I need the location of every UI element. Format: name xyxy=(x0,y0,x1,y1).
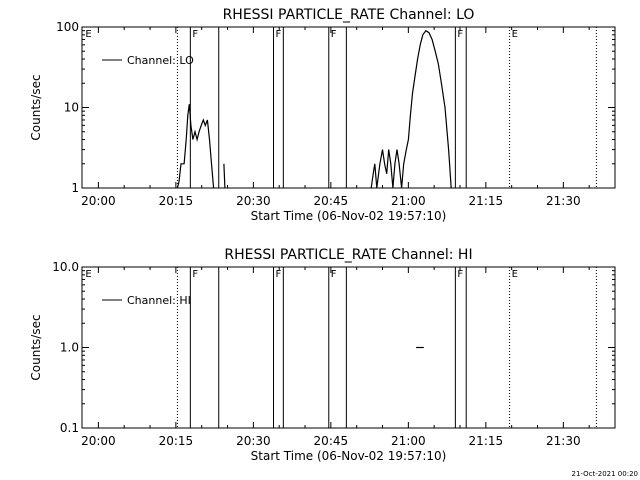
event-marker-label: E xyxy=(512,29,518,40)
y-tick-label: 1 xyxy=(71,181,79,195)
x-tick-label: 20:30 xyxy=(236,194,271,208)
x-tick-label: 21:00 xyxy=(391,434,426,448)
x-tick-label: 21:30 xyxy=(546,194,581,208)
chart-title: RHESSI PARTICLE_RATE Channel: HI xyxy=(224,247,472,263)
x-tick-label: 20:15 xyxy=(159,434,194,448)
x-tick-label: 20:00 xyxy=(81,194,116,208)
y-tick-label: 1.0 xyxy=(60,341,79,355)
footer-timestamp: 21-Oct-2021 00:20 xyxy=(572,470,638,478)
legend-label: Channel: LO xyxy=(127,54,194,67)
chart-title: RHESSI PARTICLE_RATE Channel: LO xyxy=(223,7,475,23)
plot-frame xyxy=(81,266,616,429)
y-tick-label: 0.1 xyxy=(60,421,79,435)
plot-frame xyxy=(81,26,616,189)
event-marker-label: F xyxy=(192,269,198,280)
y-tick-label: 10 xyxy=(64,101,79,115)
event-marker-label: E xyxy=(85,269,91,280)
x-tick-label: 21:15 xyxy=(469,194,504,208)
panel-hi: RHESSI PARTICLE_RATE Channel: HI 20:00 20:… xyxy=(29,247,616,463)
legend-label: Channel: HI xyxy=(127,294,191,307)
y-axis-label: Counts/sec xyxy=(29,74,43,140)
event-marker-label: F xyxy=(276,269,282,280)
x-tick-label: 21:00 xyxy=(391,194,426,208)
x-tick-label: 20:45 xyxy=(314,194,349,208)
y-axis-label: Counts/sec xyxy=(29,314,43,380)
x-tick-label: 20:15 xyxy=(159,194,194,208)
event-marker-label: E xyxy=(512,269,518,280)
event-marker-label: F xyxy=(276,29,282,40)
x-tick-label: 21:30 xyxy=(546,434,581,448)
x-tick-label: 20:45 xyxy=(314,434,349,448)
x-axis-label: Start Time (06-Nov-02 19:57:10) xyxy=(251,449,447,463)
event-marker-label: F xyxy=(192,29,198,40)
x-axis-label: Start Time (06-Nov-02 19:57:10) xyxy=(251,209,447,223)
x-tick-label: 20:00 xyxy=(81,434,116,448)
event-marker-label: F xyxy=(457,269,463,280)
series-line xyxy=(370,29,452,189)
y-tick-label: 10.0 xyxy=(52,260,79,274)
series-line xyxy=(176,104,215,189)
event-marker-label: F xyxy=(457,29,463,40)
panel-lo: RHESSI PARTICLE_RATE Channel: LO 20:00 20:… xyxy=(29,7,616,223)
event-marker-label: E xyxy=(85,29,91,40)
x-tick-label: 20:30 xyxy=(236,434,271,448)
y-tick-label: 100 xyxy=(56,20,79,34)
x-tick-label: 21:15 xyxy=(469,434,504,448)
event-marker-label: F xyxy=(331,29,337,40)
event-marker-label: F xyxy=(331,269,337,280)
series-line xyxy=(223,163,226,189)
